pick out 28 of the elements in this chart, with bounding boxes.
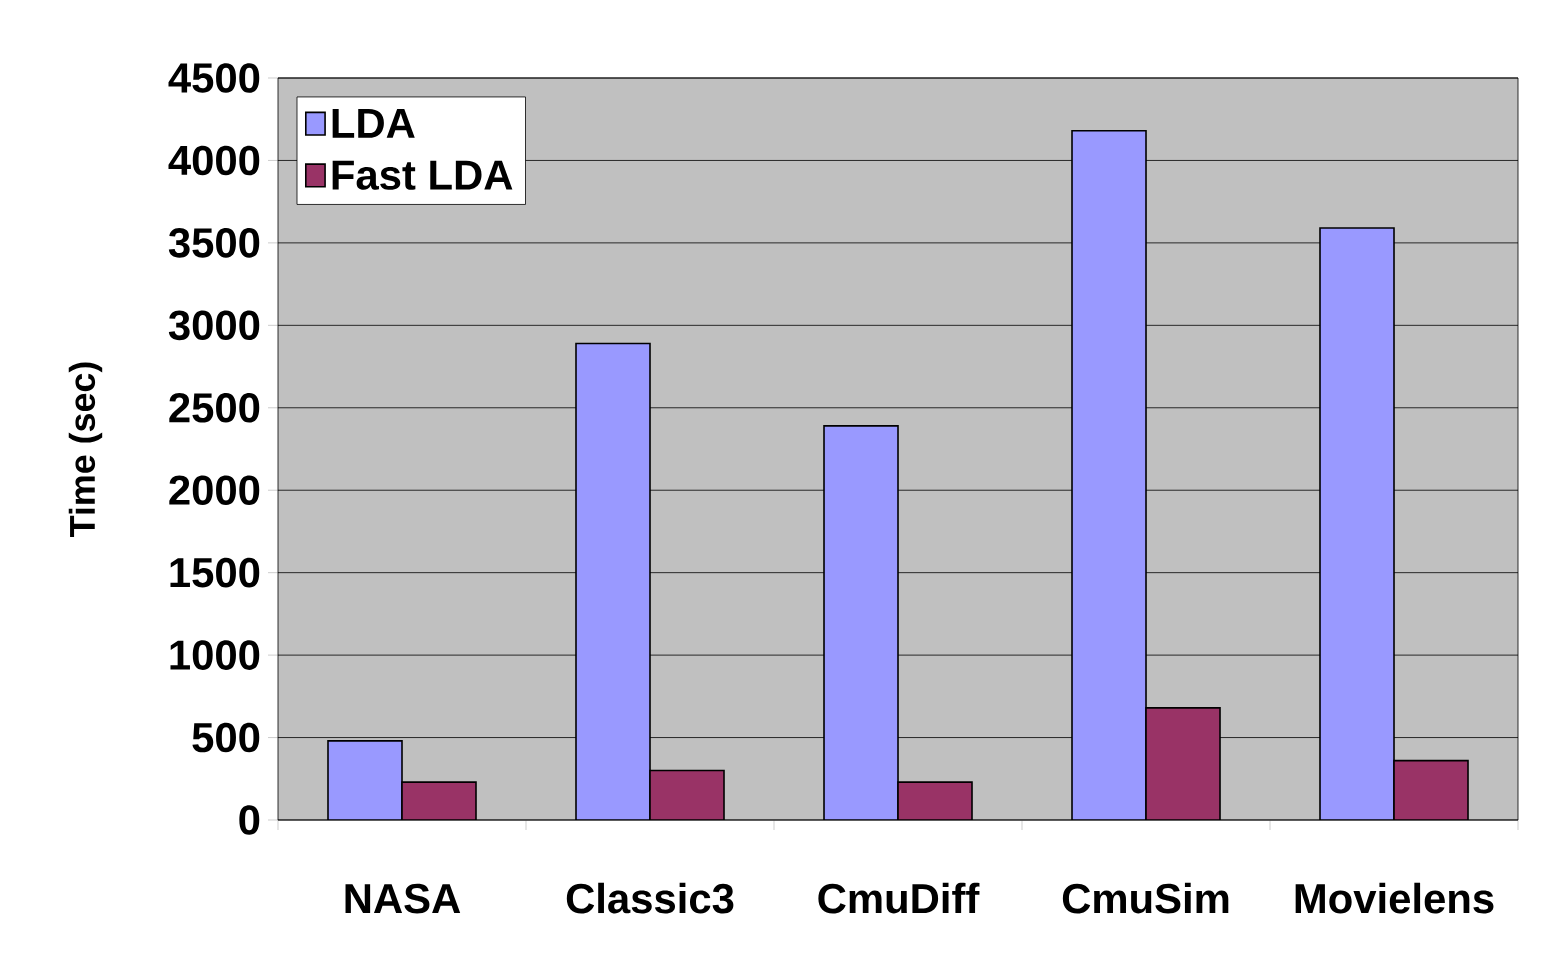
y-tick-label: 2500 (169, 392, 260, 423)
bar (1071, 129, 1147, 820)
y-tick-label: 3000 (168, 310, 260, 341)
y-tick-label: 4000 (168, 145, 260, 176)
bar (823, 425, 899, 820)
x-tick-label: NASA (345, 883, 461, 914)
legend-label: Fast LDA (332, 160, 513, 190)
y-tick-label: 2000 (169, 475, 260, 506)
x-tick-label: Movielens (1295, 882, 1494, 914)
y-tick-label: 1000 (170, 640, 260, 670)
bar (649, 769, 725, 820)
bar (1393, 759, 1469, 820)
y-tick-label: 0 (239, 805, 260, 835)
y-tick-label: 1500 (170, 557, 260, 588)
legend-label: LDA (332, 108, 415, 138)
bar (1319, 227, 1395, 820)
x-tick-label: CmuSim (1062, 882, 1229, 914)
bar (401, 781, 477, 820)
y-tick-label: 4500 (168, 63, 260, 93)
x-tick-label: CmuDiff (818, 882, 980, 914)
bar (1145, 707, 1221, 820)
y-axis-title: Time (sec) (68, 362, 103, 537)
y-tick-label: 3500 (168, 228, 260, 258)
y-tick-label: 500 (192, 722, 260, 753)
bar (327, 740, 403, 820)
x-tick-label: Classic3 (566, 882, 734, 914)
bar (575, 342, 651, 820)
bar (897, 781, 973, 820)
